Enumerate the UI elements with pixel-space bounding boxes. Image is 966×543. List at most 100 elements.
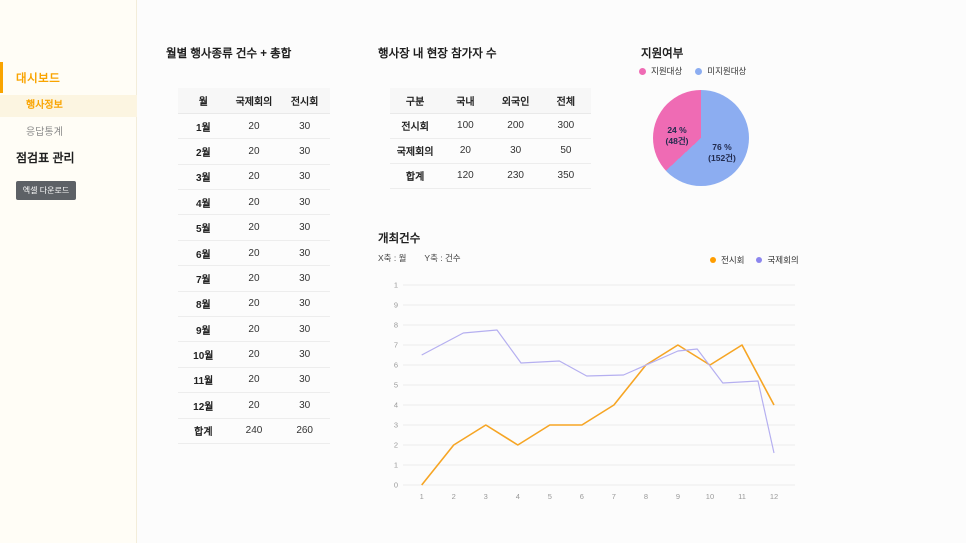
- sidebar-section-checklist-management[interactable]: 점검표 관리: [16, 151, 75, 165]
- purple-dot-icon: [756, 257, 763, 263]
- table-cell: 300: [540, 113, 591, 139]
- table-cell: 전시회: [390, 113, 441, 139]
- table-row: 3월 20 30: [178, 164, 330, 191]
- table-cell: 30: [490, 138, 541, 164]
- y-axis-tick-label: 0: [394, 481, 398, 490]
- table-cell: 20: [228, 316, 280, 343]
- table-header-cell: 월: [178, 88, 229, 114]
- table-cell: 100: [440, 113, 491, 139]
- table-cell: 50: [540, 138, 591, 164]
- table-cell: 20: [228, 240, 280, 267]
- table-cell: 350: [540, 163, 591, 189]
- table-cell: 30: [279, 316, 330, 343]
- table-header-cell: 국제회의: [228, 88, 280, 114]
- pie-circle: [653, 90, 749, 186]
- pie-legend-item-not-supported[interactable]: 미지원대상: [695, 65, 746, 77]
- x-axis-tick-label: 12: [770, 492, 778, 501]
- table-row: 4월 20 30: [178, 189, 330, 216]
- table-row: 5월 20 30: [178, 214, 330, 241]
- x-axis-tick-label: 3: [484, 492, 488, 501]
- table-cell: 30: [279, 189, 330, 216]
- pie-legend: 지원대상 미지원대상: [639, 65, 746, 77]
- table-cell: 20: [228, 113, 280, 140]
- table-cell: 11월: [178, 367, 229, 394]
- table-cell: 합계: [390, 163, 441, 189]
- x-axis-tick-label: 1: [420, 492, 424, 501]
- table-row: 국제회의 20 30 50: [390, 138, 591, 164]
- table-row: 7월 20 30: [178, 265, 330, 292]
- table-cell: 30: [279, 214, 330, 241]
- table-cell: 10월: [178, 341, 229, 368]
- pie-label-supported: 24 % (48건): [665, 124, 689, 146]
- table-cell: 30: [279, 240, 330, 267]
- x-axis-tick-label: 8: [644, 492, 648, 501]
- table-cell: 30: [279, 164, 330, 191]
- table-cell: 20: [228, 138, 280, 165]
- table-cell: 9월: [178, 316, 229, 343]
- monthly-events-table: 월 국제회의 전시회 1월 20 30 2월 20 30 3월 20 30 4월 20 30 5월 20 30 6월…: [178, 88, 330, 444]
- table-cell: 240: [228, 418, 280, 444]
- sidebar-item-event-info[interactable]: 행사정보: [0, 95, 137, 117]
- table-row: 2월 20 30: [178, 138, 330, 165]
- table-cell: 20: [228, 164, 280, 191]
- line-legend-item-conference[interactable]: 국제회의: [756, 254, 799, 266]
- exhibition-line: [421, 344, 775, 486]
- monthly-table-title: 월별 행사종류 건수 + 총합: [166, 48, 292, 60]
- line-legend-label: 전시회: [721, 255, 745, 265]
- line-chart-title: 개최건수: [378, 233, 421, 245]
- table-cell: 260: [279, 418, 330, 444]
- table-header-cell: 전시회: [279, 88, 330, 114]
- x-axis-tick-label: 4: [516, 492, 520, 501]
- table-row: 11월 20 30: [178, 367, 330, 394]
- table-row: 합계 120 230 350: [390, 163, 591, 189]
- table-row: 9월 20 30: [178, 316, 330, 343]
- table-cell: 30: [279, 392, 330, 419]
- sidebar-item-dashboard[interactable]: 대시보드: [16, 73, 61, 85]
- table-row: 합계 240 260: [178, 418, 330, 444]
- pie-legend-item-supported[interactable]: 지원대상: [639, 65, 682, 77]
- table-cell: 20: [228, 189, 280, 216]
- line-chart-legend: 전시회 국제회의: [710, 254, 799, 266]
- table-cell: 20: [228, 265, 280, 292]
- table-cell: 4월: [178, 189, 229, 216]
- y-axis-tick-label: 3: [394, 421, 398, 430]
- sidebar-item-response-stats[interactable]: 응답통계: [26, 127, 63, 138]
- table-header-cell: 전체: [540, 88, 591, 114]
- table-row: 1월 20 30: [178, 113, 330, 140]
- table-cell: 200: [490, 113, 541, 139]
- table-cell: 2월: [178, 138, 229, 165]
- participants-table-title: 행사장 내 현장 참가자 수: [378, 48, 497, 60]
- table-cell: 3월: [178, 164, 229, 191]
- table-cell: 30: [279, 341, 330, 368]
- x-axis-tick-label: 10: [706, 492, 714, 501]
- table-header-row: 월 국제회의 전시회: [178, 88, 330, 114]
- blue-dot-icon: [695, 67, 703, 75]
- table-cell: 230: [490, 163, 541, 189]
- y-axis-tick-label: 2: [394, 441, 398, 450]
- line-legend-item-exhibition[interactable]: 전시회: [710, 254, 744, 266]
- table-cell: 30: [279, 113, 330, 140]
- table-row: 10월 20 30: [178, 341, 330, 368]
- table-row: 8월 20 30: [178, 291, 330, 318]
- line-legend-label: 국제회의: [767, 255, 799, 265]
- y-axis-tick-label: 1: [394, 281, 398, 290]
- pie-legend-label: 미지원대상: [707, 66, 747, 76]
- y-axis-tick-label: 6: [394, 361, 398, 370]
- table-cell: 30: [279, 138, 330, 165]
- y-axis-tick-label: 4: [394, 401, 398, 410]
- table-cell: 20: [228, 214, 280, 241]
- table-cell: 30: [279, 291, 330, 318]
- table-cell: 20: [228, 392, 280, 419]
- excel-download-button[interactable]: 엑셀 다운로드: [16, 181, 76, 200]
- table-header-row: 구분 국내 외국인 전체: [390, 88, 591, 114]
- table-cell: 5월: [178, 214, 229, 241]
- table-cell: 30: [279, 265, 330, 292]
- x-axis-tick-label: 9: [676, 492, 680, 501]
- table-row: 전시회 100 200 300: [390, 113, 591, 139]
- y-axis-tick-label: 5: [394, 381, 398, 390]
- line-chart-axis-note: X축 : 월 Y축 : 건수: [378, 253, 461, 263]
- table-header-cell: 구분: [390, 88, 441, 114]
- y-axis-tick-label: 9: [394, 301, 398, 310]
- pie-chart-title: 지원여부: [641, 48, 684, 60]
